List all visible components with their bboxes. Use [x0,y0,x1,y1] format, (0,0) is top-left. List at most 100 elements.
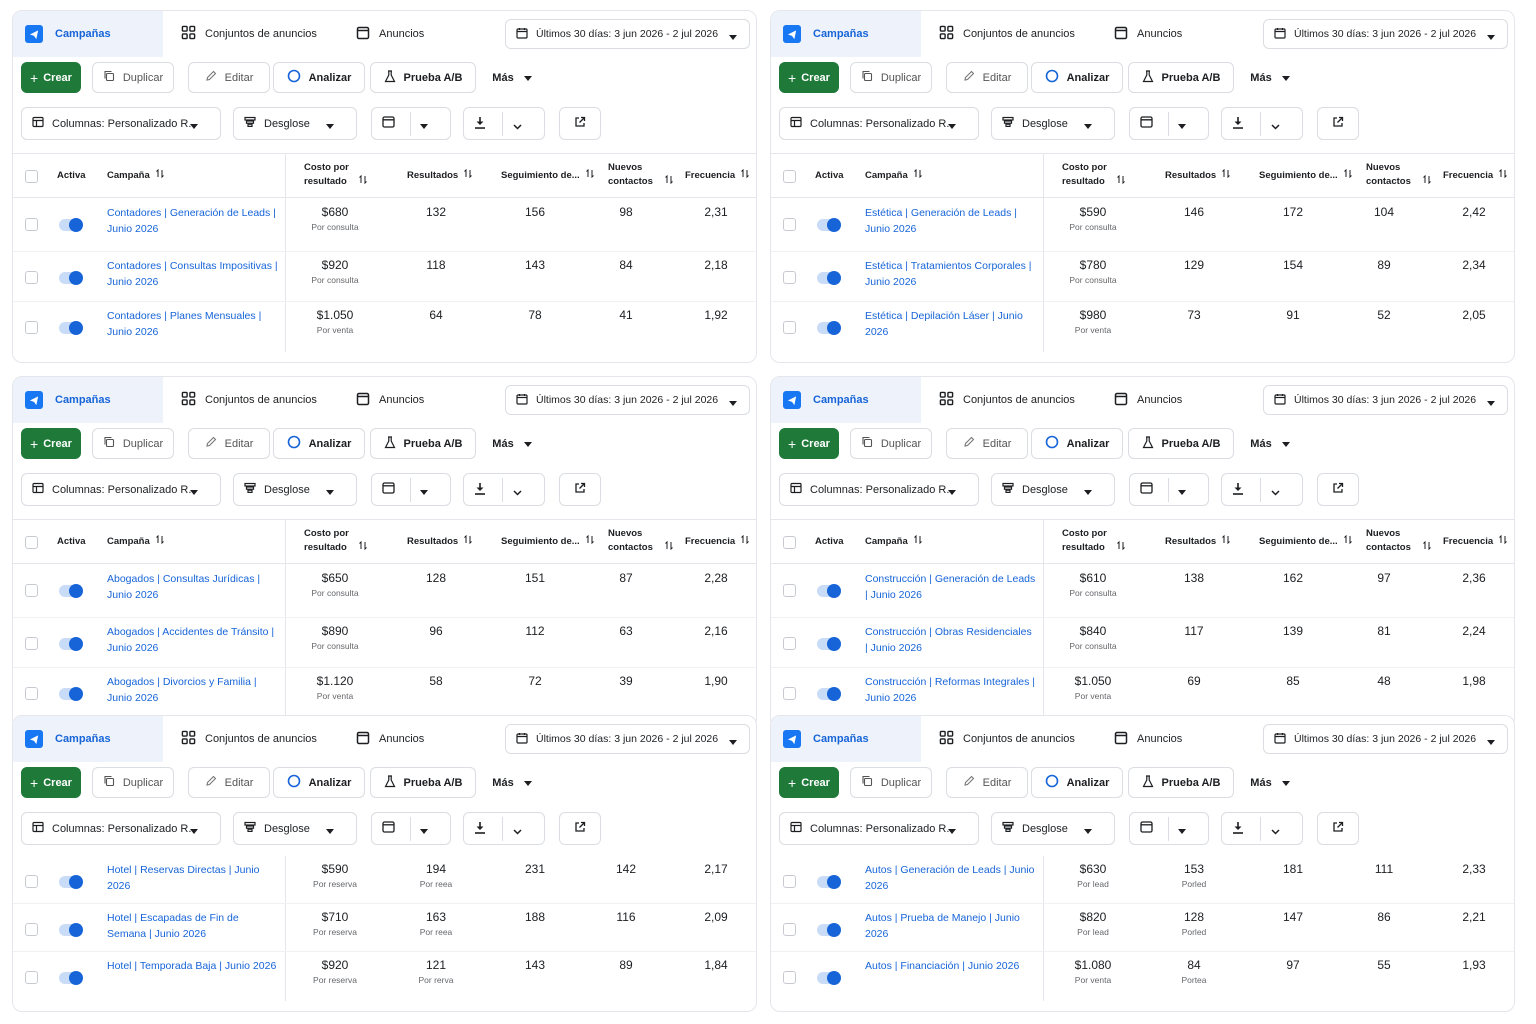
campaign-name-link[interactable]: Construcción | Reformas Integrales | Jun… [865,676,1036,704]
row-checkbox[interactable] [25,321,38,334]
edit-button[interactable]: Editar [188,62,270,93]
breakdown-dropdown[interactable]: Desglose [991,107,1115,140]
row-checkbox[interactable] [25,271,38,284]
breakdown-dropdown[interactable]: Desglose [233,473,357,506]
duplicate-button[interactable]: Duplicar [92,428,174,459]
header-new-contacts[interactable]: Nuevos contactos [1366,527,1431,555]
more-button[interactable]: Más [481,428,543,459]
create-button[interactable]: + Crear [21,767,81,798]
export-dropdown[interactable] [463,812,545,845]
columns-dropdown[interactable]: Columnas: Personalizado R. [779,812,979,845]
columns-dropdown[interactable]: Columnas: Personalizado R. [21,473,221,506]
header-results[interactable]: Resultados [407,168,473,183]
campaign-name-link[interactable]: Estética | Tratamientos Corporales | Jun… [865,260,1032,288]
campaign-name-link[interactable]: Estética | Generación de Leads | Junio 2… [865,207,1017,235]
more-button[interactable]: Más [1239,767,1301,798]
campaign-name-link[interactable]: Autos | Generación de Leads | Junio 2026 [865,864,1035,892]
active-toggle[interactable] [817,584,841,598]
analyze-button[interactable]: Analizar [1031,428,1123,459]
row-checkbox[interactable] [25,218,38,231]
row-checkbox[interactable] [25,875,38,888]
active-toggle[interactable] [59,637,83,651]
export-dropdown[interactable] [463,107,545,140]
campaign-name-link[interactable]: Abogados | Accidentes de Tránsito | Juni… [107,626,275,654]
active-toggle[interactable] [59,321,83,335]
tab-ad-sets[interactable]: Conjuntos de anuncios [939,377,1075,423]
view-dropdown[interactable] [371,107,451,140]
export-dropdown[interactable] [1221,473,1303,506]
date-range-picker[interactable]: Últimos 30 días: 3 jun 2026 - 2 jul 2026 [1263,19,1508,49]
edit-button[interactable]: Editar [946,428,1028,459]
header-new-contacts[interactable]: Nuevos contactos [1366,161,1431,189]
select-all-checkbox[interactable] [25,536,38,549]
view-dropdown[interactable] [371,812,451,845]
tab-campaigns[interactable]: Campañas [13,716,163,762]
breakdown-dropdown[interactable]: Desglose [991,473,1115,506]
ab-test-button[interactable]: Prueba A/B [370,767,476,798]
columns-dropdown[interactable]: Columnas: Personalizado R. [779,107,979,140]
active-toggle[interactable] [59,271,83,285]
open-external-button[interactable] [559,473,601,506]
header-new-contacts[interactable]: Nuevos contactos [608,527,673,555]
row-checkbox[interactable] [783,218,796,231]
tab-ads[interactable]: Anuncios [356,11,424,57]
tab-ads[interactable]: Anuncios [1114,11,1182,57]
view-dropdown[interactable] [1129,473,1209,506]
create-button[interactable]: + Crear [779,62,839,93]
date-range-picker[interactable]: Últimos 30 días: 3 jun 2026 - 2 jul 2026 [505,724,750,754]
tab-campaigns[interactable]: Campañas [771,716,921,762]
export-dropdown[interactable] [1221,107,1303,140]
tab-ad-sets[interactable]: Conjuntos de anuncios [181,11,317,57]
campaign-name-link[interactable]: Autos | Financiación | Junio 2026 [865,960,1020,972]
ab-test-button[interactable]: Prueba A/B [1128,62,1234,93]
breakdown-dropdown[interactable]: Desglose [233,107,357,140]
tab-ad-sets[interactable]: Conjuntos de anuncios [939,716,1075,762]
ab-test-button[interactable]: Prueba A/B [370,428,476,459]
ab-test-button[interactable]: Prueba A/B [1128,428,1234,459]
edit-button[interactable]: Editar [188,767,270,798]
active-toggle[interactable] [59,687,83,701]
row-checkbox[interactable] [783,687,796,700]
active-toggle[interactable] [817,637,841,651]
tab-ads[interactable]: Anuncios [1114,716,1182,762]
campaign-name-link[interactable]: Hotel | Reservas Directas | Junio 2026 [107,864,260,892]
date-range-picker[interactable]: Últimos 30 días: 3 jun 2026 - 2 jul 2026 [505,385,750,415]
active-toggle[interactable] [59,971,83,985]
active-toggle[interactable] [817,271,841,285]
campaign-name-link[interactable]: Autos | Prueba de Manejo | Junio 2026 [865,912,1020,940]
header-tracking[interactable]: Seguimiento de... [1259,168,1352,183]
active-toggle[interactable] [817,218,841,232]
tab-ads[interactable]: Anuncios [1114,377,1182,423]
create-button[interactable]: + Crear [779,428,839,459]
row-checkbox[interactable] [783,321,796,334]
active-toggle[interactable] [59,584,83,598]
active-toggle[interactable] [817,687,841,701]
export-dropdown[interactable] [463,473,545,506]
tab-campaigns[interactable]: Campañas [771,377,921,423]
tab-ads[interactable]: Anuncios [356,377,424,423]
columns-dropdown[interactable]: Columnas: Personalizado R. [21,812,221,845]
more-button[interactable]: Más [481,767,543,798]
ab-test-button[interactable]: Prueba A/B [370,62,476,93]
header-campaign[interactable]: Campaña [107,168,164,183]
row-checkbox[interactable] [783,971,796,984]
view-dropdown[interactable] [1129,107,1209,140]
active-toggle[interactable] [817,321,841,335]
active-toggle[interactable] [59,923,83,937]
row-checkbox[interactable] [783,271,796,284]
row-checkbox[interactable] [25,687,38,700]
header-campaign[interactable]: Campaña [865,534,922,549]
header-results[interactable]: Resultados [407,534,473,549]
row-checkbox[interactable] [783,923,796,936]
edit-button[interactable]: Editar [946,767,1028,798]
campaign-name-link[interactable]: Construcción | Generación de Leads | Jun… [865,573,1036,601]
tab-ad-sets[interactable]: Conjuntos de anuncios [181,377,317,423]
breakdown-dropdown[interactable]: Desglose [233,812,357,845]
view-dropdown[interactable] [371,473,451,506]
header-frequency[interactable]: Frecuencia [1443,534,1508,549]
view-dropdown[interactable] [1129,812,1209,845]
analyze-button[interactable]: Analizar [273,767,365,798]
more-button[interactable]: Más [481,62,543,93]
active-toggle[interactable] [59,218,83,232]
header-frequency[interactable]: Frecuencia [685,534,750,549]
